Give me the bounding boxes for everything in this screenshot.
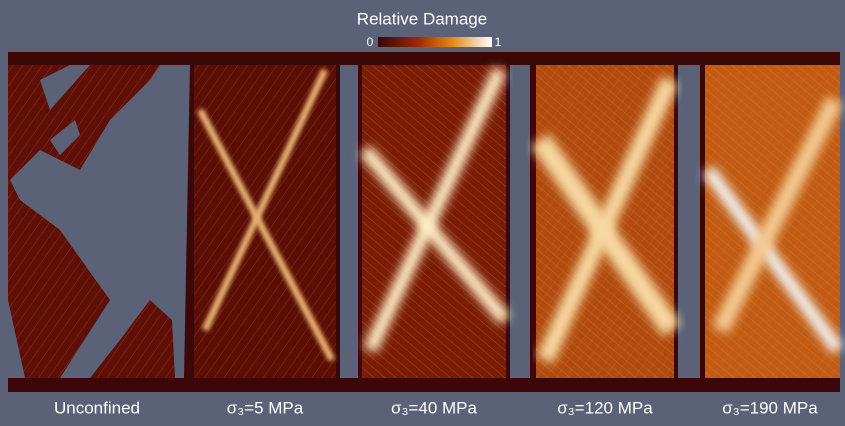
colorbar-max: 1 (495, 35, 502, 49)
title: Relative Damage (357, 9, 487, 28)
panel-40mpa (359, 65, 511, 378)
colorbar-min: 0 (367, 35, 374, 49)
panel-label: σ₃=40 MPa (391, 398, 477, 417)
panel-labels: Unconfined σ₃=5 MPa σ₃=40 MPa σ₃=120 MPa σ₃=… (54, 398, 818, 417)
separator (510, 65, 530, 378)
panel-5mpa (194, 65, 336, 378)
panel-unconfined (8, 65, 190, 378)
panel-label: σ₃=5 MPa (227, 398, 304, 417)
panel-120mpa (530, 65, 682, 378)
colorbar (378, 37, 492, 47)
panel-190mpa (702, 65, 844, 378)
panel-label: σ₃=190 MPa (722, 398, 818, 417)
panel-label: Unconfined (54, 398, 140, 417)
panel-label: σ₃=120 MPa (557, 398, 653, 417)
separator (678, 65, 700, 378)
separator (340, 65, 358, 378)
